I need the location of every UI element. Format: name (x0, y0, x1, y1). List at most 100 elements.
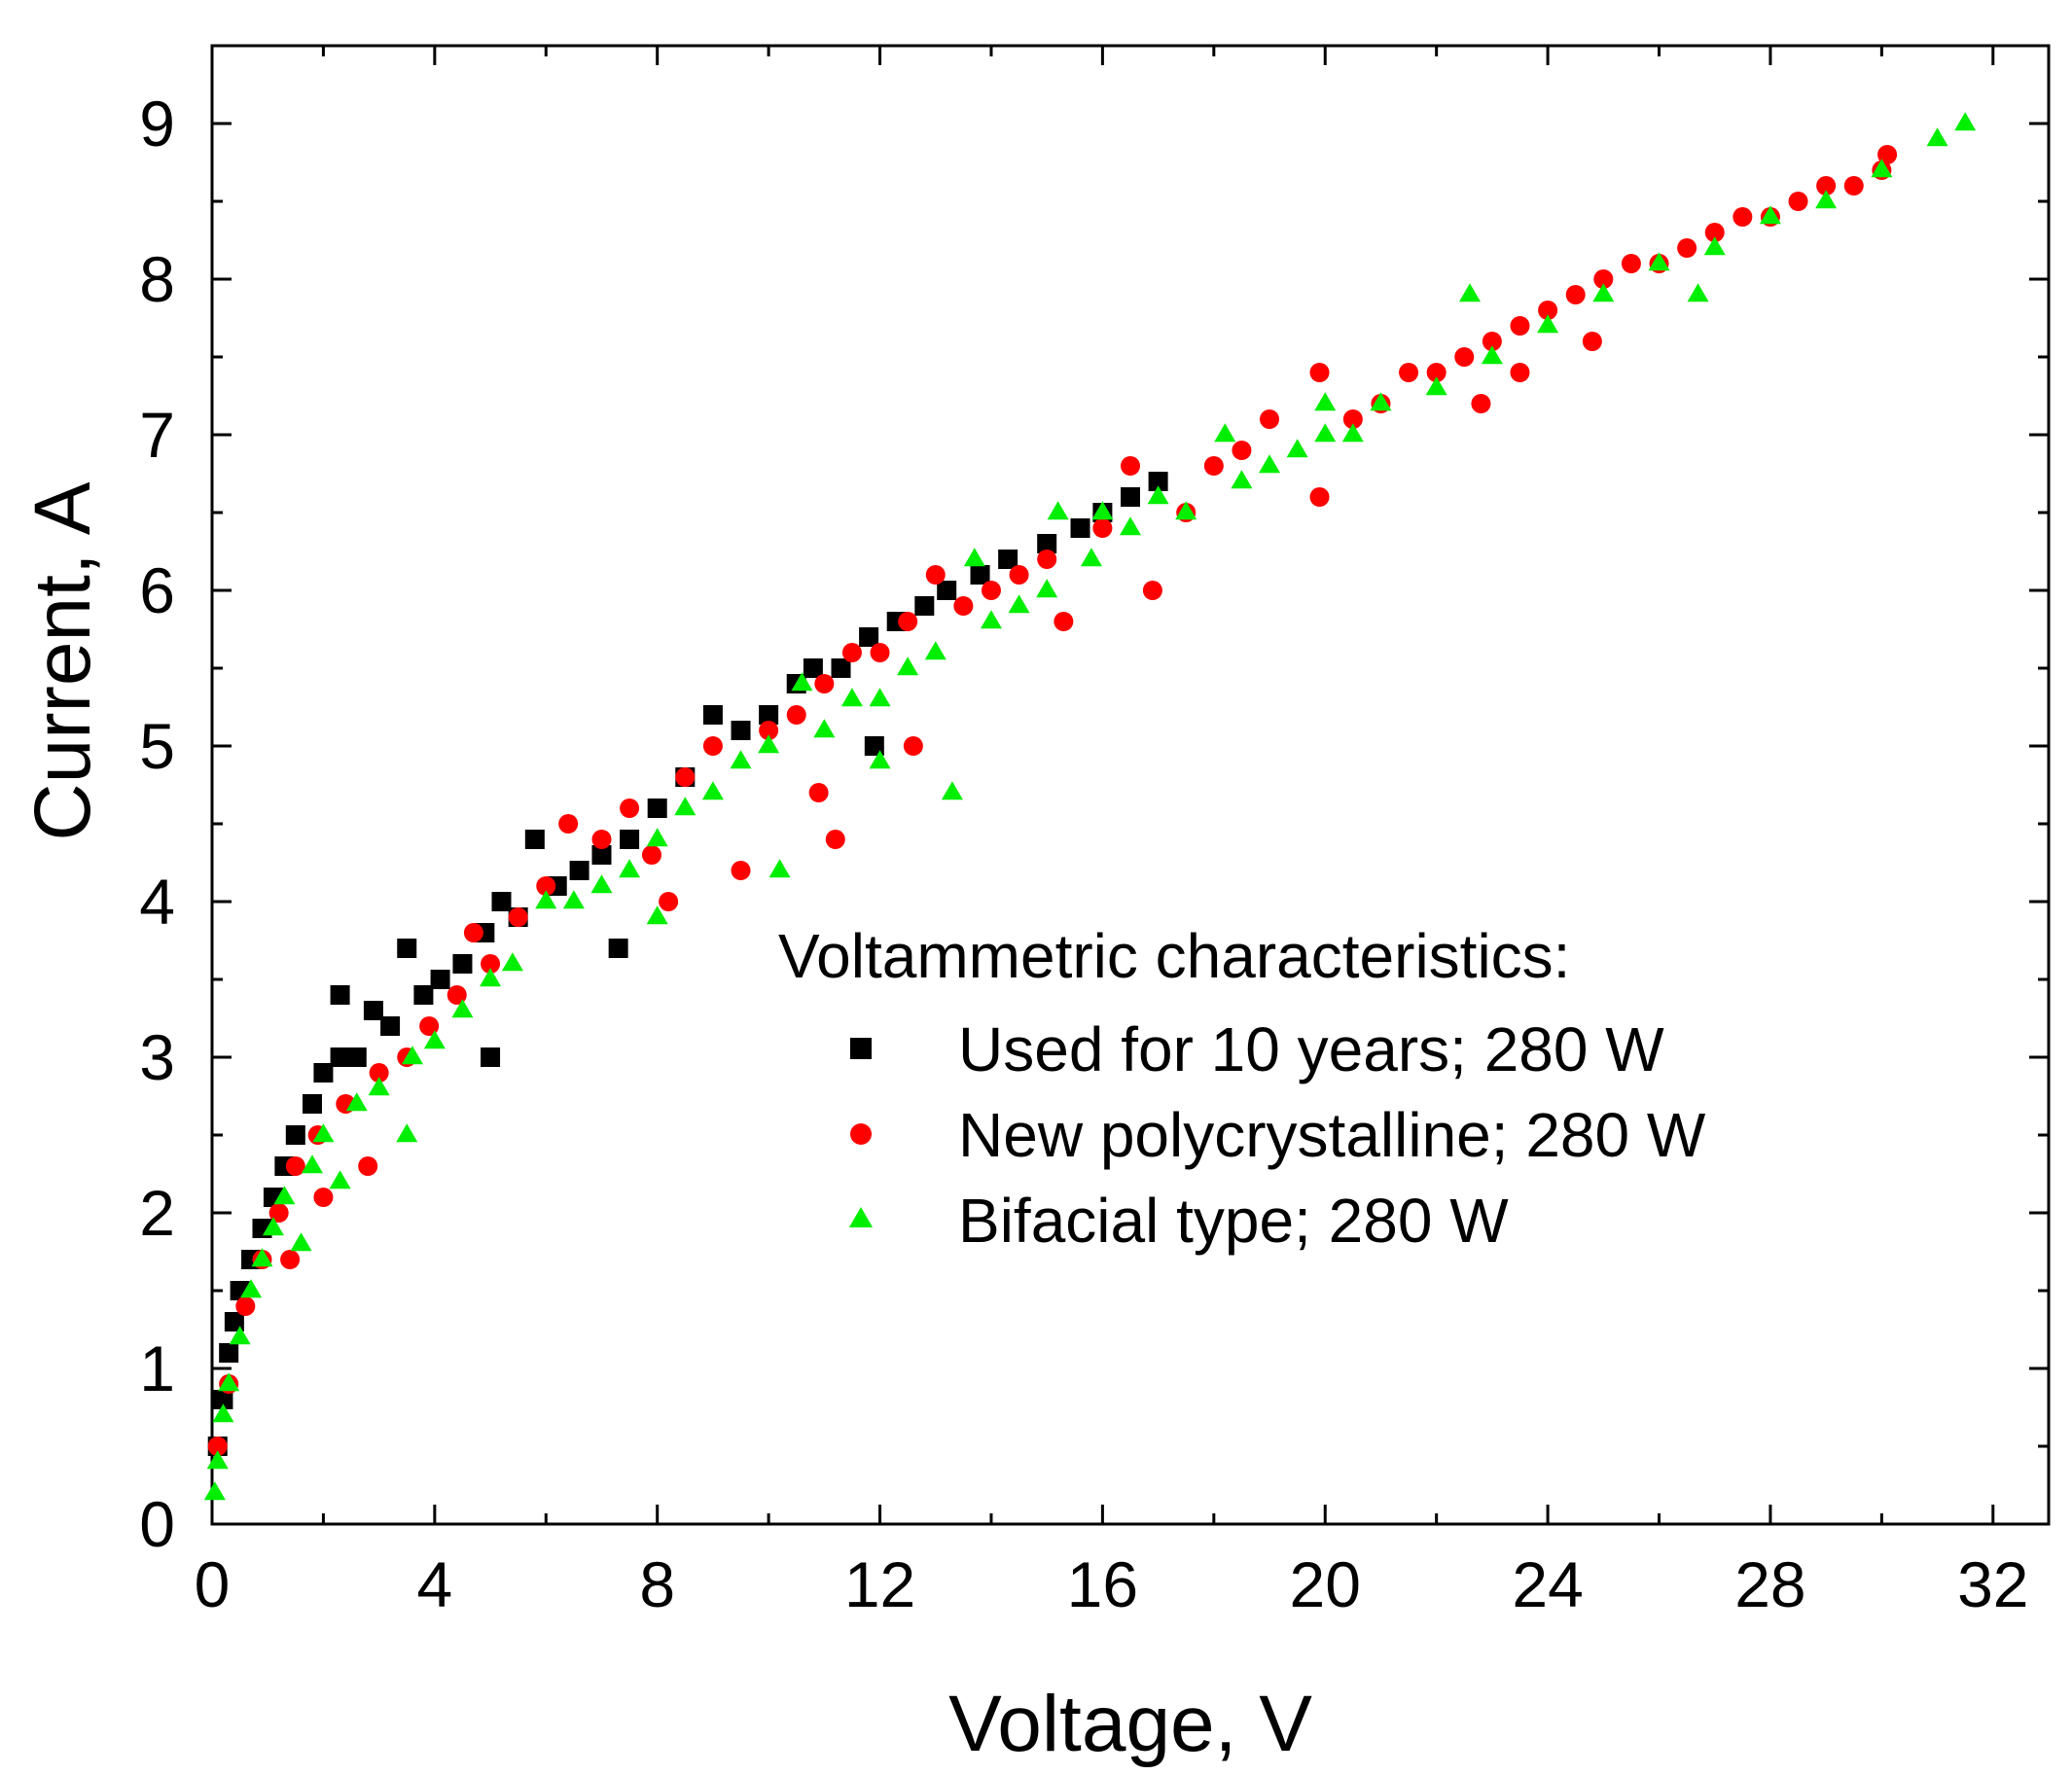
data-point (268, 1203, 289, 1223)
data-point (1788, 192, 1808, 211)
data-point (235, 1296, 256, 1316)
data-point (970, 565, 990, 585)
legend-marker-circle (850, 1123, 872, 1145)
data-point (206, 1450, 229, 1470)
y-tick-label: 8 (139, 243, 175, 315)
data-point (1621, 254, 1641, 273)
data-point (1425, 376, 1447, 396)
x-tick-label: 8 (639, 1548, 675, 1620)
data-point (1214, 423, 1236, 443)
data-point (1142, 581, 1162, 600)
x-tick-labels: 0 4 8 12 16 20 24 28 32 (195, 1548, 2029, 1620)
data-point (674, 797, 697, 816)
data-point (413, 985, 434, 1005)
data-point (1471, 394, 1491, 413)
data-point (535, 890, 557, 909)
data-point (870, 643, 890, 662)
data-point (924, 641, 947, 660)
data-point (1259, 454, 1281, 474)
data-point (1341, 423, 1364, 443)
data-point (345, 1092, 368, 1112)
data-point (825, 830, 845, 849)
x-tick-label: 16 (1067, 1548, 1138, 1620)
data-point (1593, 269, 1614, 289)
data-point (452, 954, 473, 974)
data-point (701, 781, 724, 800)
data-point (358, 1156, 378, 1176)
data-point (363, 1001, 383, 1020)
data-point (212, 1403, 234, 1423)
data-point (369, 1063, 389, 1083)
data-point (1121, 487, 1140, 507)
data-point (675, 767, 696, 787)
legend-title: Voltammetric characteristics: (778, 921, 1570, 991)
data-point (451, 999, 474, 1018)
legend-marker-triangle (848, 1207, 874, 1227)
data-point (898, 612, 918, 631)
legend-items: Used for 10 years; 280 W New polycrystall… (848, 1014, 1706, 1256)
data-point (1877, 145, 1898, 164)
data-points (203, 112, 1977, 1501)
data-point (419, 1016, 440, 1036)
data-point (646, 828, 668, 847)
data-point (1759, 205, 1781, 225)
data-point (963, 548, 985, 567)
data-point (1175, 501, 1197, 520)
data-point (841, 643, 862, 662)
data-point (831, 658, 851, 678)
data-point (1036, 579, 1058, 598)
data-point (1926, 127, 1948, 147)
data-point (814, 674, 835, 693)
data-point (791, 672, 813, 692)
data-point (1648, 252, 1670, 271)
data-point (1687, 283, 1709, 302)
data-point (1481, 345, 1503, 365)
data-point (937, 581, 957, 600)
data-point (869, 750, 891, 769)
y-tick-label: 2 (139, 1177, 175, 1249)
data-point (569, 861, 589, 880)
data-point (524, 830, 545, 849)
data-point (768, 859, 791, 878)
legend-marker-square (850, 1038, 872, 1059)
data-point (641, 845, 661, 865)
x-axis-label: Voltage, V (948, 1680, 1312, 1768)
data-point (229, 1326, 251, 1345)
data-point (251, 1248, 273, 1267)
data-point (1454, 347, 1475, 367)
data-point (273, 1186, 296, 1205)
data-point (1704, 223, 1725, 242)
data-point (1843, 176, 1864, 195)
data-point (1260, 409, 1280, 429)
y-tick-label: 9 (139, 88, 175, 160)
data-point (659, 892, 679, 911)
data-point (330, 1047, 350, 1067)
data-point (813, 719, 836, 738)
data-point (380, 1016, 401, 1036)
data-point (1399, 363, 1419, 382)
data-point (463, 923, 483, 942)
data-point (1510, 316, 1530, 336)
data-point (1080, 548, 1102, 567)
data-point (730, 750, 752, 769)
data-point (914, 596, 935, 616)
data-point (731, 861, 751, 880)
data-point (430, 970, 450, 989)
data-point (840, 688, 863, 707)
data-point (758, 734, 780, 754)
data-point (262, 1217, 284, 1236)
data-point (1147, 485, 1169, 505)
data-point (1582, 332, 1602, 351)
data-point (1309, 487, 1330, 507)
data-point (1370, 392, 1392, 411)
data-point (869, 688, 891, 707)
data-point (591, 830, 612, 849)
legend-label: Bifacial type; 280 W (958, 1186, 1509, 1256)
data-point (280, 1250, 301, 1269)
data-point (786, 705, 806, 725)
x-tick-label: 20 (1290, 1548, 1361, 1620)
data-point (1037, 534, 1057, 553)
data-point (1816, 176, 1837, 195)
